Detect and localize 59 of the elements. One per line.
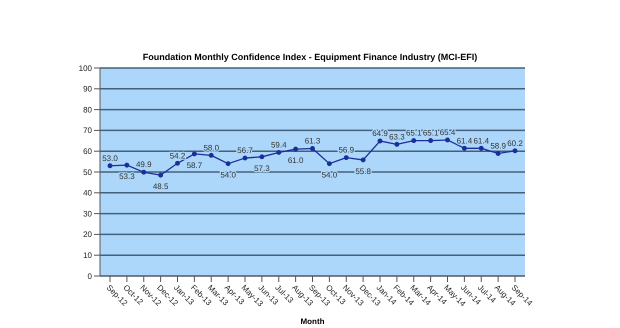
point	[293, 146, 298, 152]
data-label: 65.1	[422, 128, 439, 138]
data-label: 64.9	[372, 129, 388, 138]
point	[394, 142, 400, 147]
data-label: 53.3	[119, 172, 136, 182]
data-label: 58.0	[203, 143, 220, 152]
point	[378, 138, 382, 144]
y-tick-label: 80	[83, 105, 93, 114]
data-label: 59.4	[270, 140, 288, 150]
point	[175, 160, 180, 166]
y-tick-label: 40	[83, 188, 93, 198]
point	[158, 172, 164, 178]
data-label: 54.0	[220, 170, 236, 180]
point	[124, 162, 130, 168]
data-label: 61.3	[304, 136, 321, 146]
point	[496, 151, 501, 156]
y-tick-label: 60	[83, 147, 93, 156]
data-label: 61.4	[473, 136, 490, 146]
chart-title: Foundation Monthly Confidence Index - Equipment Finance Industry (MCI-EFI)	[142, 52, 478, 62]
x-axis-title: Month	[300, 317, 325, 326]
y-tick-label: 10	[83, 251, 93, 260]
point	[445, 138, 450, 142]
point	[226, 161, 231, 166]
data-label: 58.7	[186, 160, 203, 170]
data-label: 54.2	[170, 151, 186, 160]
data-label: 48.5	[152, 182, 169, 192]
point	[242, 156, 248, 161]
y-tick-label: 50	[83, 168, 93, 177]
data-label: 65.1	[406, 128, 422, 138]
data-label: 63.3	[389, 132, 406, 142]
point	[259, 154, 264, 160]
data-label: 61.4	[456, 136, 473, 146]
y-tick-label: 90	[83, 84, 93, 94]
y-tick-label: 30	[83, 209, 93, 218]
point	[192, 151, 197, 156]
point	[411, 138, 416, 144]
data-label: 49.9	[136, 160, 152, 170]
data-label: 61.0	[288, 156, 304, 166]
data-label: 54.0	[322, 170, 338, 180]
point	[208, 152, 214, 158]
data-label: 57.3	[254, 164, 270, 173]
point	[108, 163, 112, 168]
y-tick-label: 100	[78, 64, 93, 73]
point	[344, 155, 349, 160]
point	[326, 161, 332, 166]
point	[428, 138, 434, 144]
data-label: 53.0	[102, 154, 118, 163]
point	[478, 146, 484, 151]
y-tick-label: 0	[88, 272, 93, 281]
point	[360, 157, 366, 162]
data-label: 60.2	[507, 138, 524, 148]
y-tick-label: 70	[83, 126, 93, 136]
data-label: 58.9	[490, 141, 506, 150]
point	[310, 146, 315, 151]
point	[141, 170, 146, 175]
point	[512, 148, 518, 154]
point	[276, 150, 282, 155]
point	[462, 146, 467, 151]
y-tick-label: 20	[83, 230, 93, 240]
